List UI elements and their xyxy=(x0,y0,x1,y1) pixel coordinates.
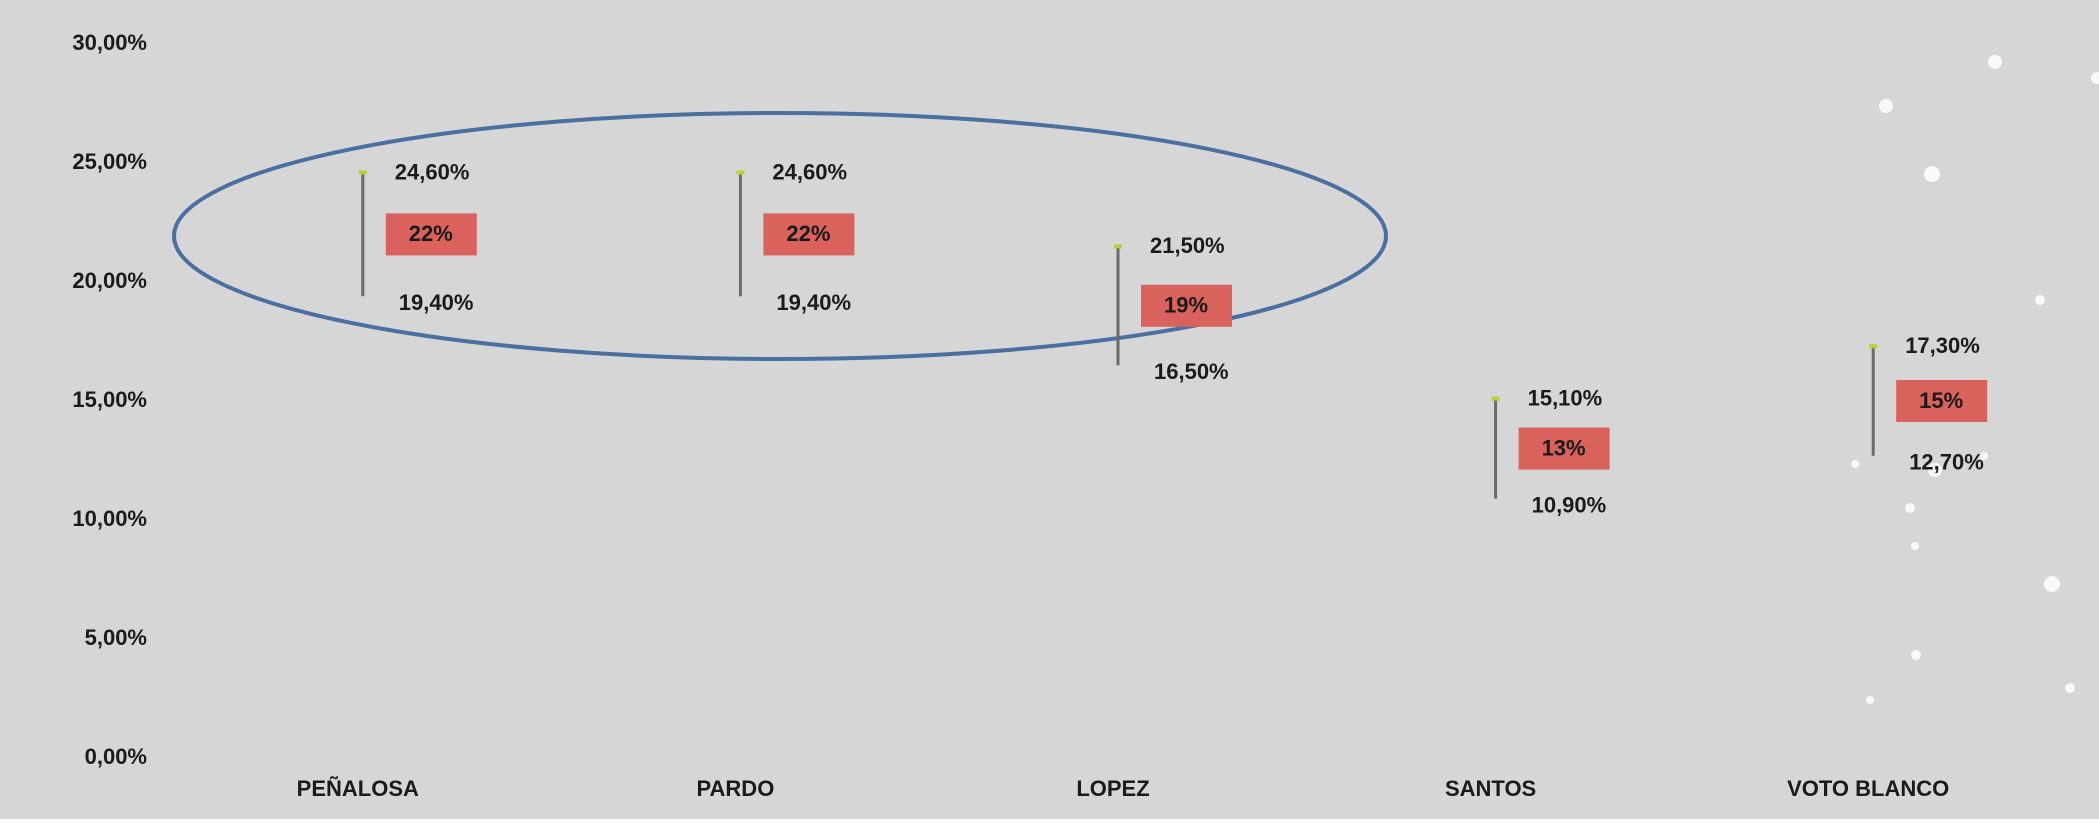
high-label: 17,30% xyxy=(1905,333,1980,358)
high-label: 24,60% xyxy=(772,159,847,184)
mid-label: 19% xyxy=(1164,293,1208,318)
x-tick-label: PARDO xyxy=(696,776,774,801)
y-tick-label: 25,00% xyxy=(72,149,147,174)
low-label: 10,90% xyxy=(1532,492,1607,517)
low-label: 19,40% xyxy=(776,290,851,315)
x-tick-label: SANTOS xyxy=(1445,776,1536,801)
decoration xyxy=(1851,55,2099,704)
y-tick-label: 30,00% xyxy=(72,30,147,55)
y-tick-label: 5,00% xyxy=(85,625,147,650)
high-label: 24,60% xyxy=(395,159,470,184)
low-label: 19,40% xyxy=(399,290,474,315)
mid-box xyxy=(1896,380,1988,422)
low-label: 12,70% xyxy=(1909,450,1984,475)
high-label: 21,50% xyxy=(1150,233,1225,258)
y-tick-label: 0,00% xyxy=(85,744,147,769)
high-label: 15,10% xyxy=(1528,385,1603,410)
mid-label: 15% xyxy=(1919,388,1963,413)
low-label: 16,50% xyxy=(1154,359,1229,384)
x-tick-label: PEÑALOSA xyxy=(297,776,419,801)
mid-label: 13% xyxy=(1542,435,1586,460)
y-tick-label: 20,00% xyxy=(72,268,147,293)
mid-box xyxy=(385,213,477,256)
mid-box xyxy=(763,213,855,256)
mid-box xyxy=(1141,284,1232,327)
mid-label: 22% xyxy=(409,221,453,246)
highlight-ellipse xyxy=(172,111,1388,361)
y-tick-label: 15,00% xyxy=(72,387,147,412)
mid-box xyxy=(1518,427,1610,470)
y-tick-label: 10,00% xyxy=(72,506,147,531)
mid-label: 22% xyxy=(786,221,830,246)
x-tick-label: VOTO BLANCO xyxy=(1787,776,1949,801)
x-tick-label: LOPEZ xyxy=(1076,776,1149,801)
